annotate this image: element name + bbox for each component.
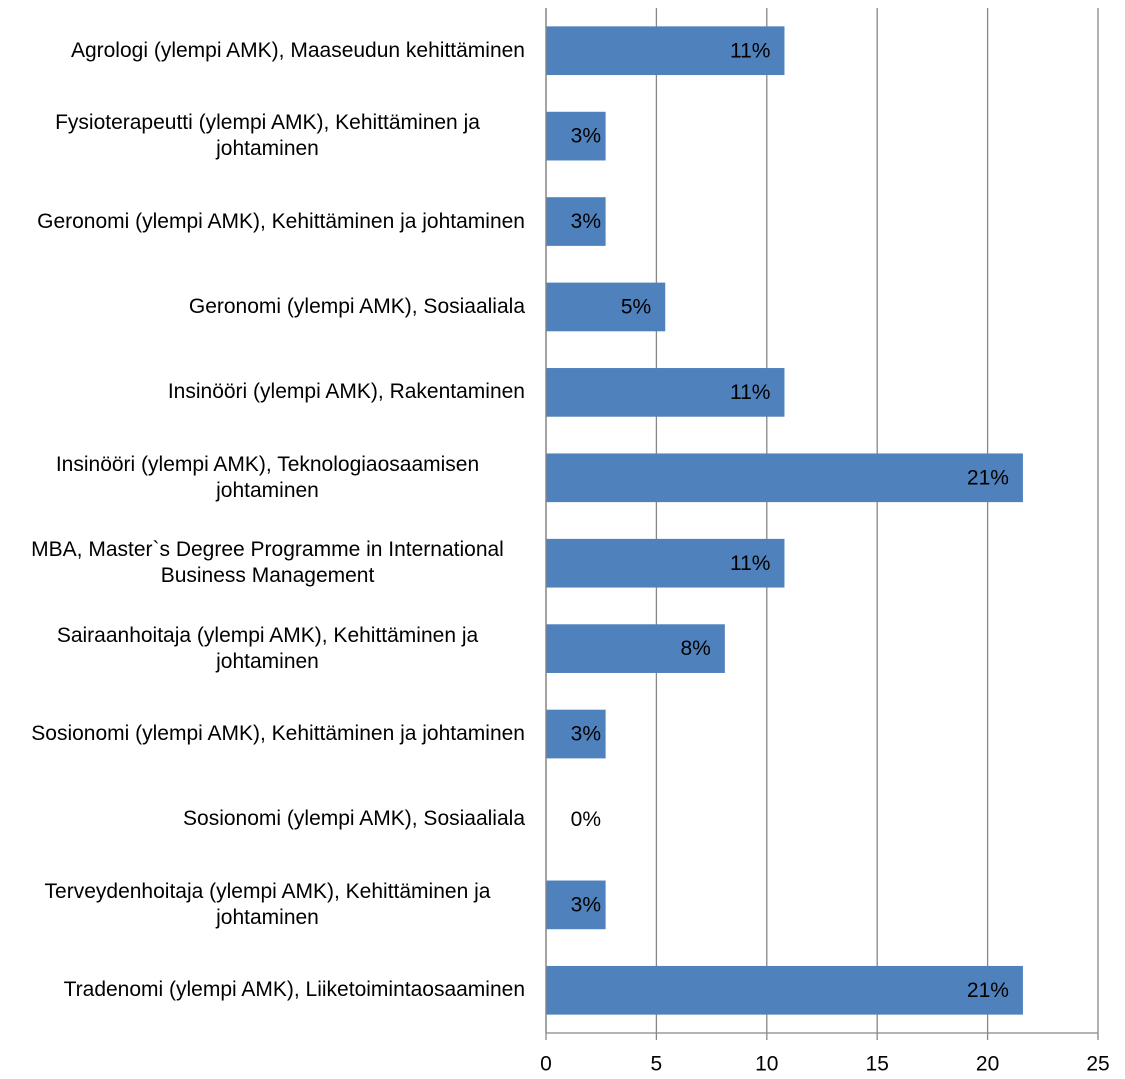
y-tick-label: Fysioterapeutti (ylempi AMK), Kehittämin… [55, 111, 480, 161]
y-tick-label: Sairaanhoitaja (ylempi AMK), Kehittämine… [56, 623, 479, 673]
category-label-box: Insinööri (ylempi AMK), Teknologiaosaami… [5, 452, 525, 504]
y-tick-label: Insinööri (ylempi AMK), Teknologiaosaami… [55, 452, 480, 502]
data-label: 21% [967, 979, 1009, 1002]
category-label-box: Tradenomi (ylempi AMK), Liiketoimintaosa… [5, 977, 525, 1003]
y-tick-label: Terveydenhoitaja (ylempi AMK), Kehittämi… [44, 879, 491, 929]
category-label-box: Geronomi (ylempi AMK), Kehittäminen ja j… [5, 209, 525, 235]
bar [546, 709, 606, 759]
category-label-box: Terveydenhoitaja (ylempi AMK), Kehittämi… [5, 879, 525, 931]
category-label-box: MBA, Master`s Degree Programme in Intern… [5, 537, 525, 589]
data-label: 3% [571, 210, 601, 233]
bar [546, 368, 785, 417]
bar [546, 282, 666, 332]
bar [546, 197, 606, 246]
bar [546, 624, 725, 673]
category-label-box: Sairaanhoitaja (ylempi AMK), Kehittämine… [5, 623, 525, 675]
x-tick-label: 25 [1086, 1053, 1109, 1076]
data-label: 3% [571, 125, 601, 148]
data-label: 21% [967, 466, 1009, 489]
data-label: 11% [730, 381, 770, 404]
y-tick-label: Geronomi (ylempi AMK), Kehittäminen ja j… [37, 209, 525, 233]
data-label: 3% [571, 723, 601, 746]
y-tick-label: Tradenomi (ylempi AMK), Liiketoimintaosa… [63, 978, 525, 1002]
bar [546, 965, 1023, 1015]
data-label: 11% [730, 552, 770, 575]
bar [546, 538, 785, 588]
x-tick-label: 20 [976, 1053, 999, 1076]
y-tick-label: MBA, Master`s Degree Programme in Intern… [31, 538, 504, 588]
x-tick-label: 5 [651, 1053, 663, 1076]
bar [546, 453, 1023, 503]
bar [546, 111, 606, 161]
category-label-box: Sosionomi (ylempi AMK), Sosiaaliala [5, 806, 525, 832]
data-label: 0% [571, 808, 601, 831]
data-label: 8% [680, 637, 710, 660]
category-label-box: Agrologi (ylempi AMK), Maaseudun kehittä… [5, 38, 525, 64]
x-tick-label: 15 [866, 1053, 889, 1076]
y-tick-label: Sosionomi (ylempi AMK), Sosiaaliala [183, 807, 525, 831]
category-label-box: Sosionomi (ylempi AMK), Kehittäminen ja … [5, 721, 525, 747]
y-tick-label: Sosionomi (ylempi AMK), Kehittäminen ja … [31, 722, 525, 746]
category-label-box: Insinööri (ylempi AMK), Rakentaminen [5, 379, 525, 405]
category-label-box: Geronomi (ylempi AMK), Sosiaaliala [5, 294, 525, 320]
data-label: 3% [571, 893, 601, 916]
y-tick-label: Insinööri (ylempi AMK), Rakentaminen [167, 380, 525, 404]
category-label-box: Fysioterapeutti (ylempi AMK), Kehittämin… [5, 110, 525, 162]
bar [546, 26, 785, 76]
bar [546, 880, 606, 930]
data-label: 5% [621, 296, 651, 319]
data-label: 11% [730, 39, 770, 62]
y-tick-label: Agrologi (ylempi AMK), Maaseudun kehittä… [70, 38, 525, 62]
x-tick-label: 0 [540, 1053, 552, 1076]
x-tick-label: 10 [755, 1053, 778, 1076]
y-tick-label: Geronomi (ylempi AMK), Sosiaaliala [188, 294, 525, 318]
